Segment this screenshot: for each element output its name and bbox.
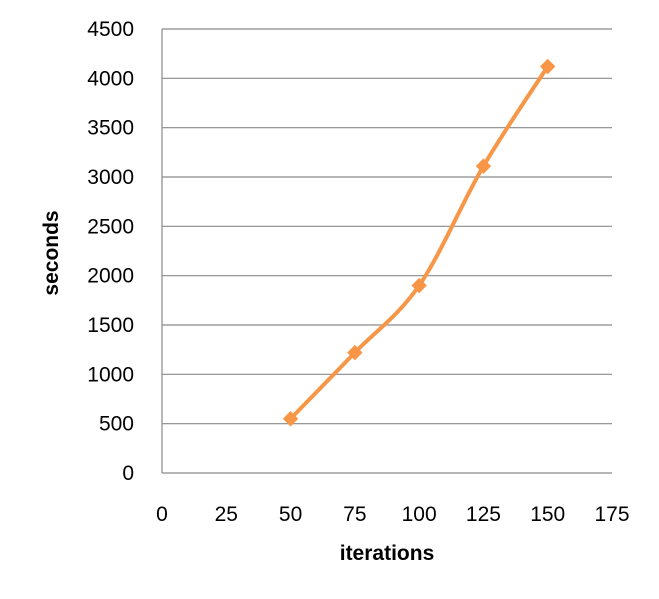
series-line-0 [288,64,550,421]
y-tick-label-500: 500 [99,413,134,436]
y-tick-labels: 0 500 1000 1500 2000 2500 3000 3500 4000 4500 [87,18,134,485]
y-tick-label-1500: 1500 [87,314,134,337]
data-point-150 [540,58,556,75]
x-axis-title: iterations [340,542,435,565]
x-tick-label-125: 125 [466,503,501,526]
y-tick-label-4000: 4000 [87,67,134,90]
x-tick-label-50: 50 [279,503,302,526]
series [282,58,556,427]
y-axis-title: seconds [40,210,63,295]
y-tick-label-4500: 4500 [87,18,134,41]
y-tick-label-3000: 3000 [87,166,134,189]
y-tick-label-3500: 3500 [87,117,134,140]
x-tick-labels: 0 25 50 75 100 125 150 175 [156,503,629,526]
data-point-125 [475,158,492,174]
axes [161,29,612,474]
data-point-75 [347,344,363,361]
x-tick-label-75: 75 [343,503,366,526]
y-tick-label-2500: 2500 [87,215,134,238]
data-point-100 [411,277,427,294]
x-tick-label-150: 150 [530,503,565,526]
gridlines [162,28,612,425]
y-tick-label-1000: 1000 [87,363,134,386]
x-tick-label-25: 25 [215,503,238,526]
data-point-50 [282,411,299,427]
x-tick-label-175: 175 [594,503,629,526]
y-tick-label-2000: 2000 [87,265,134,288]
x-tick-label-0: 0 [156,503,168,526]
y-tick-label-0: 0 [122,462,134,485]
x-tick-label-100: 100 [402,503,437,526]
